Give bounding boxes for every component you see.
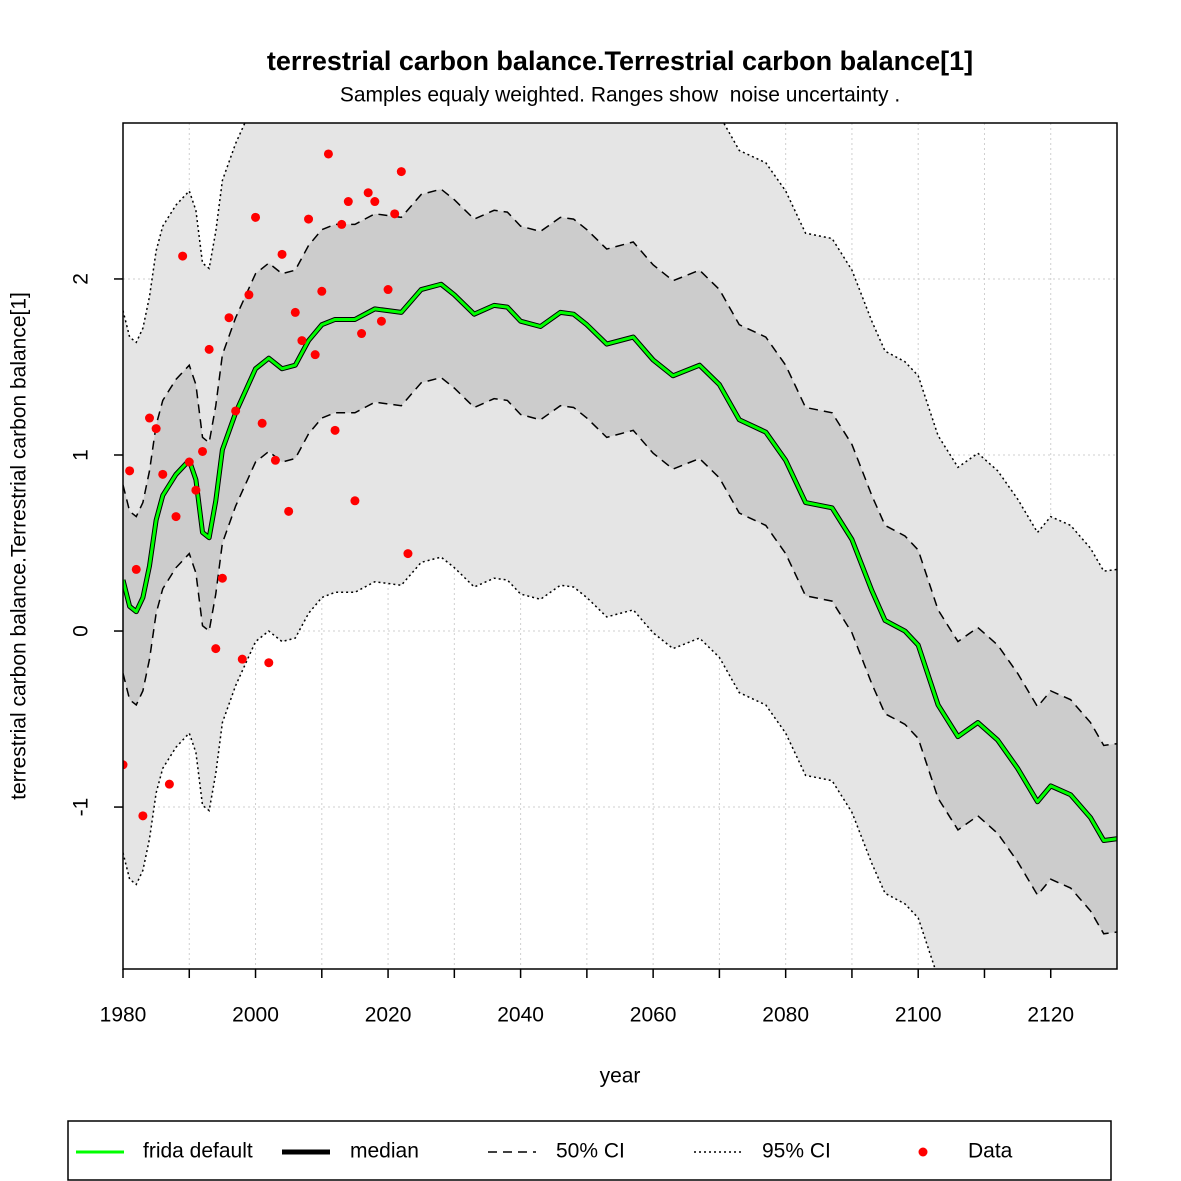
data-point [357,329,367,339]
data-point [343,197,353,207]
data-point [264,658,274,668]
x-tick-label: 2100 [895,1004,942,1027]
data-point [171,512,181,522]
data-point [297,336,307,346]
data-point [184,457,194,467]
ci-line [123,188,1117,747]
x-tick-label: 1980 [100,1004,147,1027]
data-point [257,418,267,428]
data-point [131,564,141,574]
ci-line [123,123,1117,572]
ci-line [123,556,936,969]
legend-label: 95% CI [762,1140,831,1163]
chart-title: terrestrial carbon balance.Terrestrial c… [267,46,973,76]
plot-frame [122,122,1118,970]
data-point [198,446,208,456]
legend-label: frida default [143,1140,253,1163]
data-point [244,290,254,300]
y-tick-label: -1 [70,798,93,817]
data-point [390,209,400,219]
y-tick-label: 2 [70,273,93,285]
data-point [370,197,380,207]
data-point [251,212,261,222]
legend-label: median [350,1140,419,1163]
data-point [217,573,227,583]
data-point [125,466,135,476]
data-point [158,469,168,479]
y-tick-label: 0 [70,625,93,637]
data-point [310,350,320,360]
chart-subtitle: Samples equaly weighted. Ranges show noi… [340,84,900,107]
data-point [191,485,201,495]
data-point [383,285,393,295]
data-point [277,249,287,259]
data-point [237,654,247,664]
data-point [396,167,406,177]
data-point [224,313,234,323]
plot-area [123,123,1117,969]
x-tick-label: 2060 [630,1004,677,1027]
x-tick-label: 2040 [497,1004,544,1027]
data-point [138,811,148,821]
legend-box [67,1120,1112,1181]
data-point [304,214,314,224]
data-point [350,496,360,506]
ci-band [123,123,1117,969]
data-point [376,316,386,326]
data-point [317,286,327,296]
data-point [284,506,294,516]
data-point [204,344,214,354]
data-point [330,425,340,435]
data-point [323,149,333,159]
data-point [290,307,300,317]
legend: frida default median 50% CI 95% CI Data [76,1140,1013,1163]
data-point [231,406,241,416]
x-tick-label: 2080 [762,1004,809,1027]
data-point [145,413,155,423]
data-point [151,424,161,434]
x-tick-label: 2000 [232,1004,279,1027]
data-point [178,251,188,261]
x-tick-label: 2120 [1027,1004,1074,1027]
y-axis-label: terrestrial carbon balance.Terrestrial c… [8,292,31,800]
data-point [270,455,280,465]
x-axis-label: year [600,1065,641,1088]
data-point [337,219,347,229]
data-point [363,188,373,198]
data-point [123,760,128,770]
legend-swatch [918,1147,928,1157]
series-line [123,282,1117,842]
ci-band [123,189,1117,934]
data-point [403,549,413,559]
legend-label: Data [968,1140,1013,1163]
legend-label: 50% CI [556,1140,625,1163]
ci-line [123,376,1117,935]
axes: 1980 2000 2020 2040 2060 2080 2100 2120 -1 0 1 2 [70,273,1075,1026]
data-point [164,779,174,789]
x-tick-label: 2020 [365,1004,412,1027]
data-point [211,644,221,654]
y-tick-label: 1 [70,449,93,461]
